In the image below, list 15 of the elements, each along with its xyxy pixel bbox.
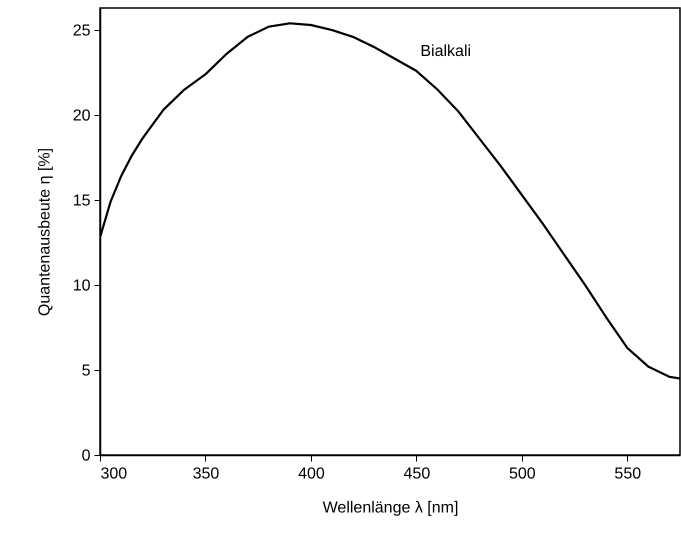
x-axis-title: Wellenlänge λ [nm] [322,500,458,516]
y-axis-title: Quantenausbeute η [%] [36,148,54,316]
y-tick-label: 25 [72,22,91,40]
x-tick-label: 300 [100,466,128,482]
y-tick-label: 20 [72,108,91,125]
y-tick-label: 15 [72,192,91,210]
x-tick-label: 400 [298,466,325,482]
y-tick-label: 10 [72,278,91,295]
x-tick-label: 550 [614,466,642,482]
x-tick-label: 500 [508,466,536,482]
series-label: Bialkali [420,42,472,60]
x-tick-label: 450 [404,466,430,482]
x-tick-label: 350 [192,466,220,482]
y-tick-label: 0 [82,448,91,464]
y-tick-label: 5 [82,362,91,380]
